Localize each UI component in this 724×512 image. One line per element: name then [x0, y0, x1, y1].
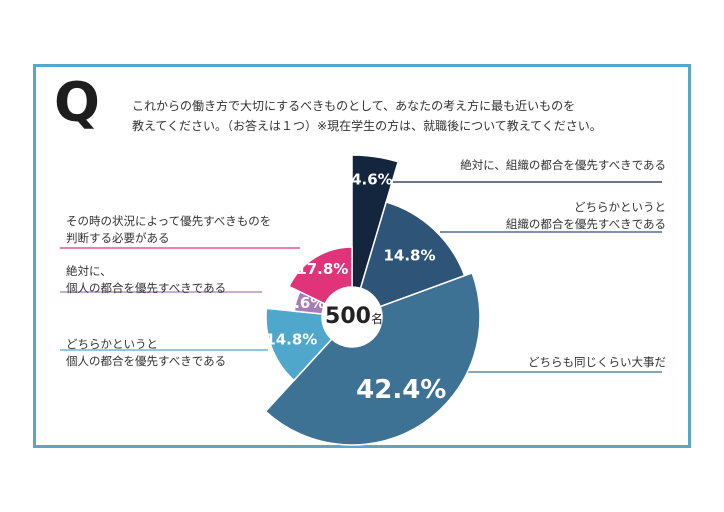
label-rather-org: どちらかというと 組織の都合を優先すべきである — [505, 200, 666, 231]
question-line-2: 教えてください。（お答えは１つ）※現在学生の方は、就職後について教えてください。 — [132, 119, 602, 133]
label-situational: その時の状況によって優先すべきものを 判断する必要がある — [66, 214, 272, 245]
center-hole — [323, 288, 381, 346]
question-text: これからの働き方で大切にするべきものとして、あなたの考え方に最も近いものを 教え… — [132, 96, 652, 136]
pie-slice-1 — [359, 201, 466, 308]
value-label-5: 17.8% — [296, 260, 348, 278]
value-label-3: 14.8% — [265, 331, 317, 349]
pie-slice-3 — [265, 307, 333, 382]
label-absolute-org: 絶対に、組織の都合を優先すべきである — [460, 158, 666, 172]
label-absolute-personal: 絶対に、 個人の都合を優先すべきである — [66, 264, 227, 295]
question-line-1: これからの働き方で大切にするべきものとして、あなたの考え方に最も近いものを — [132, 99, 576, 113]
value-label-2: 42.4% — [356, 375, 446, 405]
value-label-0: 4.6% — [351, 171, 393, 189]
label-both-equal: どちらも同じくらい大事だ — [528, 355, 666, 369]
chart-frame — [33, 64, 691, 448]
pie-slice-2 — [264, 271, 481, 446]
question-mark-letter: Q — [54, 71, 100, 134]
pie-slice-5 — [288, 246, 353, 305]
value-label-1: 14.8% — [383, 246, 435, 264]
label-rather-personal: どちらかというと 個人の都合を優先すべきである — [66, 337, 227, 368]
center-total-label: 500名 — [325, 304, 383, 329]
